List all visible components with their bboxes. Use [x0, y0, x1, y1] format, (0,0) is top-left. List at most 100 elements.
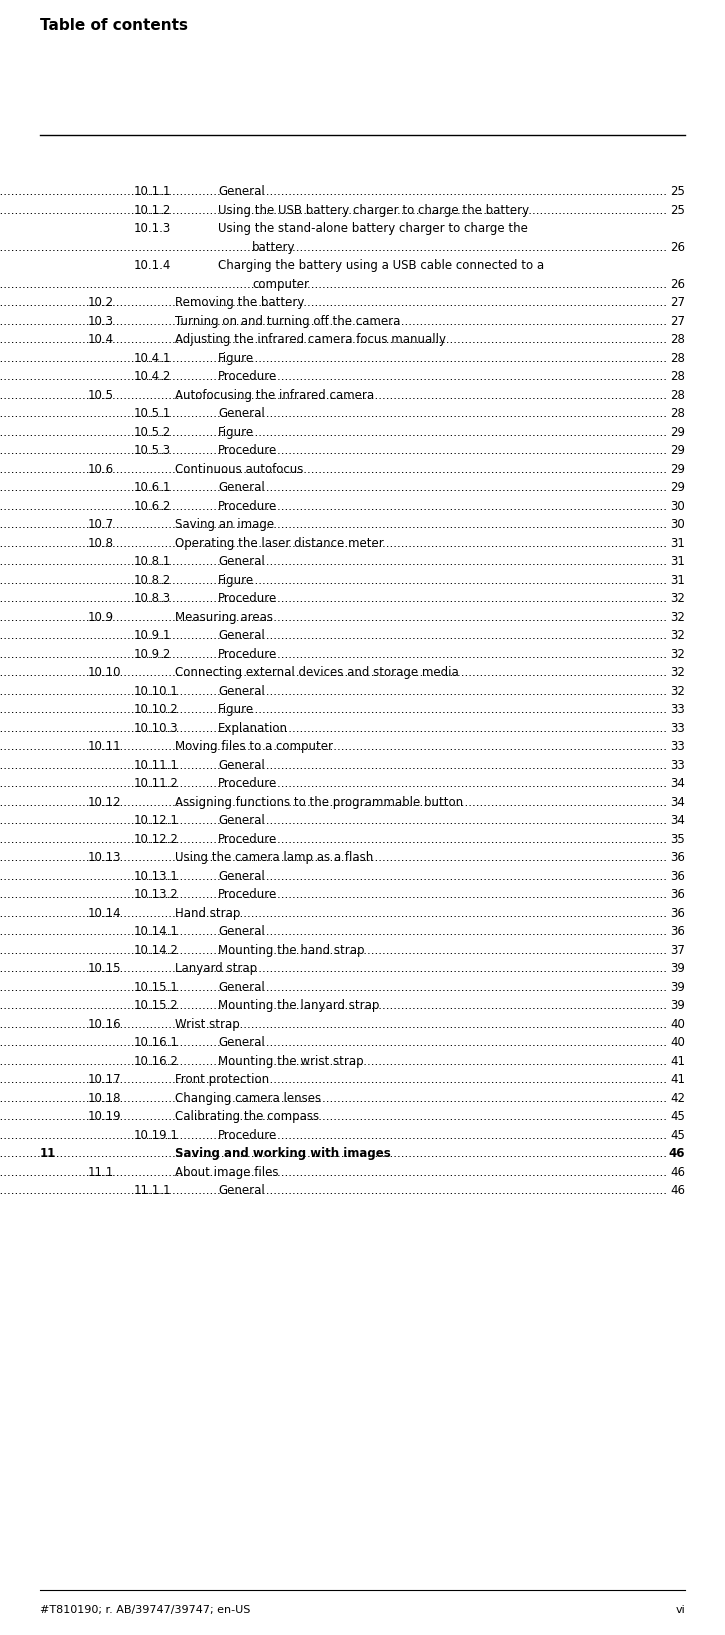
Text: 10.9: 10.9	[88, 610, 114, 623]
Text: Wrist strap: Wrist strap	[175, 1017, 240, 1030]
Text: 33: 33	[670, 759, 685, 772]
Text: 27: 27	[670, 296, 685, 309]
Text: ................................................................................: ........................................…	[0, 592, 668, 605]
Text: 28: 28	[670, 370, 685, 383]
Text: ................................................................................: ........................................…	[0, 370, 668, 383]
Text: 32: 32	[670, 629, 685, 643]
Text: 39: 39	[670, 961, 685, 974]
Text: ................................................................................: ........................................…	[0, 1128, 668, 1141]
Text: 28: 28	[670, 334, 685, 347]
Text: ................................................................................: ........................................…	[0, 906, 668, 919]
Text: 36: 36	[670, 925, 685, 938]
Text: ................................................................................: ........................................…	[0, 296, 668, 309]
Text: 10.2: 10.2	[88, 296, 114, 309]
Text: Procedure: Procedure	[218, 647, 277, 661]
Text: 10.5: 10.5	[88, 389, 114, 402]
Text: 10.1.4: 10.1.4	[134, 258, 171, 271]
Text: 10.16.1: 10.16.1	[134, 1037, 179, 1050]
Text: 10.1.2: 10.1.2	[134, 203, 171, 216]
Text: ................................................................................: ........................................…	[0, 832, 668, 845]
Text: 10.4: 10.4	[88, 334, 114, 347]
Text: 32: 32	[670, 685, 685, 698]
Text: 10.8: 10.8	[88, 536, 114, 549]
Text: 32: 32	[670, 665, 685, 679]
Text: 10.19.1: 10.19.1	[134, 1128, 179, 1141]
Text: 25: 25	[670, 203, 685, 216]
Text: ................................................................................: ........................................…	[0, 407, 668, 420]
Text: Procedure: Procedure	[218, 832, 277, 845]
Text: 10.8.2: 10.8.2	[134, 574, 171, 587]
Text: 46: 46	[668, 1148, 685, 1159]
Text: ................................................................................: ........................................…	[0, 574, 668, 587]
Text: ................................................................................: ........................................…	[0, 870, 668, 883]
Text: 41: 41	[670, 1055, 685, 1068]
Text: 34: 34	[670, 796, 685, 808]
Text: 39: 39	[670, 999, 685, 1012]
Text: General: General	[218, 185, 265, 198]
Text: 10.13.1: 10.13.1	[134, 870, 179, 883]
Text: 36: 36	[670, 870, 685, 883]
Text: ................................................................................: ........................................…	[0, 741, 668, 754]
Text: General: General	[218, 481, 265, 494]
Text: Adjusting the infrared camera focus manually: Adjusting the infrared camera focus manu…	[175, 334, 446, 347]
Text: 29: 29	[670, 445, 685, 458]
Text: ................................................................................: ........................................…	[0, 796, 668, 808]
Text: 10.10.2: 10.10.2	[134, 703, 179, 716]
Text: Figure: Figure	[218, 425, 254, 438]
Text: Figure: Figure	[218, 352, 254, 365]
Text: ................................................................................: ........................................…	[0, 814, 668, 827]
Text: 10.16.2: 10.16.2	[134, 1055, 179, 1068]
Text: 40: 40	[670, 1037, 685, 1050]
Text: 10.14.1: 10.14.1	[134, 925, 179, 938]
Text: 10.6.1: 10.6.1	[134, 481, 171, 494]
Text: 36: 36	[670, 850, 685, 863]
Text: 37: 37	[670, 943, 685, 956]
Text: 30: 30	[670, 518, 685, 531]
Text: Changing camera lenses: Changing camera lenses	[175, 1092, 321, 1105]
Text: 46: 46	[670, 1166, 685, 1179]
Text: ................................................................................: ........................................…	[0, 721, 668, 734]
Text: ................................................................................: ........................................…	[0, 629, 668, 643]
Text: ................................................................................: ........................................…	[0, 888, 668, 901]
Text: ................................................................................: ........................................…	[0, 425, 668, 438]
Text: 10.6: 10.6	[88, 463, 114, 476]
Text: 10.14: 10.14	[88, 906, 122, 919]
Text: 30: 30	[670, 500, 685, 512]
Text: Mounting the lanyard strap: Mounting the lanyard strap	[218, 999, 379, 1012]
Text: ................................................................................: ........................................…	[0, 389, 668, 402]
Text: 31: 31	[670, 554, 685, 567]
Text: 32: 32	[670, 647, 685, 661]
Text: ................................................................................: ........................................…	[0, 1166, 668, 1179]
Text: ................................................................................: ........................................…	[0, 943, 668, 956]
Text: Figure: Figure	[218, 703, 254, 716]
Text: 10.12: 10.12	[88, 796, 122, 808]
Text: 10.13: 10.13	[88, 850, 122, 863]
Text: 28: 28	[670, 407, 685, 420]
Text: ................................................................................: ........................................…	[0, 203, 668, 216]
Text: ................................................................................: ........................................…	[0, 445, 668, 458]
Text: ................................................................................: ........................................…	[0, 665, 668, 679]
Text: 10.9.2: 10.9.2	[134, 647, 171, 661]
Text: ................................................................................: ........................................…	[0, 352, 668, 365]
Text: Removing the battery: Removing the battery	[175, 296, 304, 309]
Text: General: General	[218, 925, 265, 938]
Text: 26: 26	[670, 278, 685, 291]
Text: Figure: Figure	[218, 574, 254, 587]
Text: Saving an image: Saving an image	[175, 518, 274, 531]
Text: 10.8.1: 10.8.1	[134, 554, 171, 567]
Text: Procedure: Procedure	[218, 370, 277, 383]
Text: ................................................................................: ........................................…	[0, 554, 668, 567]
Text: 10.6.2: 10.6.2	[134, 500, 171, 512]
Text: General: General	[218, 759, 265, 772]
Text: 42: 42	[670, 1092, 685, 1105]
Text: ................................................................................: ........................................…	[0, 334, 668, 347]
Text: 31: 31	[670, 574, 685, 587]
Text: ................................................................................: ........................................…	[0, 1148, 668, 1159]
Text: ................................................................................: ........................................…	[0, 240, 668, 253]
Text: 34: 34	[670, 814, 685, 827]
Text: Explanation: Explanation	[218, 721, 288, 734]
Text: General: General	[218, 814, 265, 827]
Text: 10.10.3: 10.10.3	[134, 721, 178, 734]
Text: Table of contents: Table of contents	[40, 18, 188, 33]
Text: ................................................................................: ........................................…	[0, 1017, 668, 1030]
